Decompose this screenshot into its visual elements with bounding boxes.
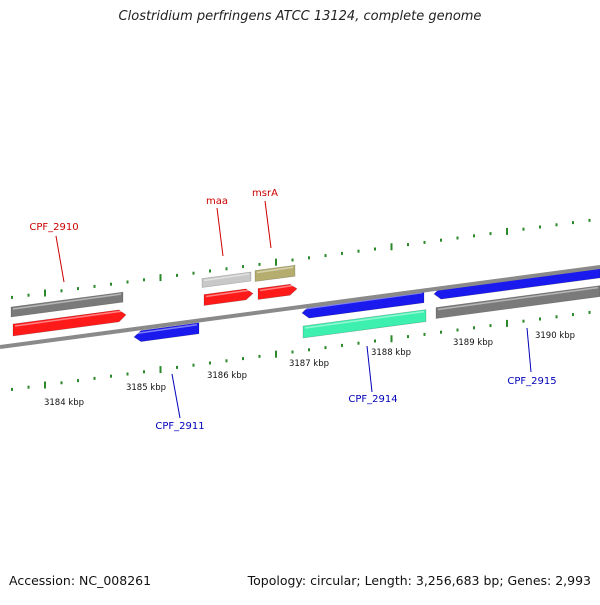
gene-features	[10, 264, 600, 342]
scale-label: 3184 kbp	[44, 398, 84, 408]
genome-backbone	[0, 265, 600, 349]
gene-label: msrA	[252, 188, 278, 199]
gene-label: CPF_2911	[155, 421, 204, 432]
gene-bar-lightgray-highlight	[203, 273, 250, 282]
gene-bar-gray-right-highlight	[437, 286, 599, 311]
gene-bar-cpf2914-highlight	[303, 291, 423, 310]
gene-bar-olive-highlight	[256, 266, 294, 274]
map-title: Clostridium perfringens ATCC 13124, comp…	[118, 9, 482, 24]
gene-label: maa	[206, 196, 228, 207]
gene-label-leader	[526, 327, 532, 373]
bottom-tick-row	[11, 310, 591, 391]
gene-bar-msra-highlight	[259, 284, 296, 292]
scale-label: 3188 kbp	[371, 348, 411, 358]
gene-label-layer: CPF_2910 maa msrA CPF_2911 CPF_2914 CPF_2915	[29, 188, 556, 432]
top-tick-row	[11, 218, 591, 299]
gene-bar-maa	[203, 288, 254, 306]
genome-summary-text: Topology: circular; Length: 3,256,683 bp…	[247, 573, 591, 588]
gene-bar-gray-highlight	[12, 293, 122, 310]
scale-label: 3189 kbp	[453, 338, 493, 348]
scale-label: 3190 kbp	[535, 331, 575, 341]
gene-label: CPF_2910	[29, 222, 78, 233]
gene-bar-cpf2910	[12, 309, 127, 337]
gene-bar-cpf2911	[133, 322, 200, 342]
gene-bar-teal	[302, 309, 427, 339]
scale-label: 3186 kbp	[207, 371, 247, 381]
gene-bar-gray-right	[435, 285, 600, 319]
gene-bar-lightgray	[201, 271, 252, 288]
scale-label: 3187 kbp	[289, 359, 329, 369]
gene-bar-teal-highlight	[304, 310, 425, 329]
gene-label-leader	[171, 373, 181, 419]
gene-label-leader	[216, 207, 224, 257]
gene-label: CPF_2915	[507, 376, 556, 387]
gene-bar-msra	[257, 283, 298, 300]
gene-label-leader	[55, 235, 65, 283]
gene-label-leader	[264, 200, 272, 249]
gene-bar-cpf2911-highlight	[135, 324, 198, 335]
scale-label-layer: 3184 kbp 3185 kbp 3186 kbp 3187 kbp 3188 kbp…	[44, 331, 575, 408]
gene-bar-maa-highlight	[205, 289, 252, 298]
scale-label: 3185 kbp	[126, 383, 166, 393]
gene-bar-olive	[254, 264, 296, 282]
gene-label: CPF_2914	[348, 394, 397, 405]
accession-text: Accession: NC_008261	[9, 573, 152, 588]
gene-bar-gray	[10, 291, 124, 318]
gene-label-leader	[366, 345, 373, 393]
gene-bar-cpf2910-highlight	[14, 310, 125, 327]
